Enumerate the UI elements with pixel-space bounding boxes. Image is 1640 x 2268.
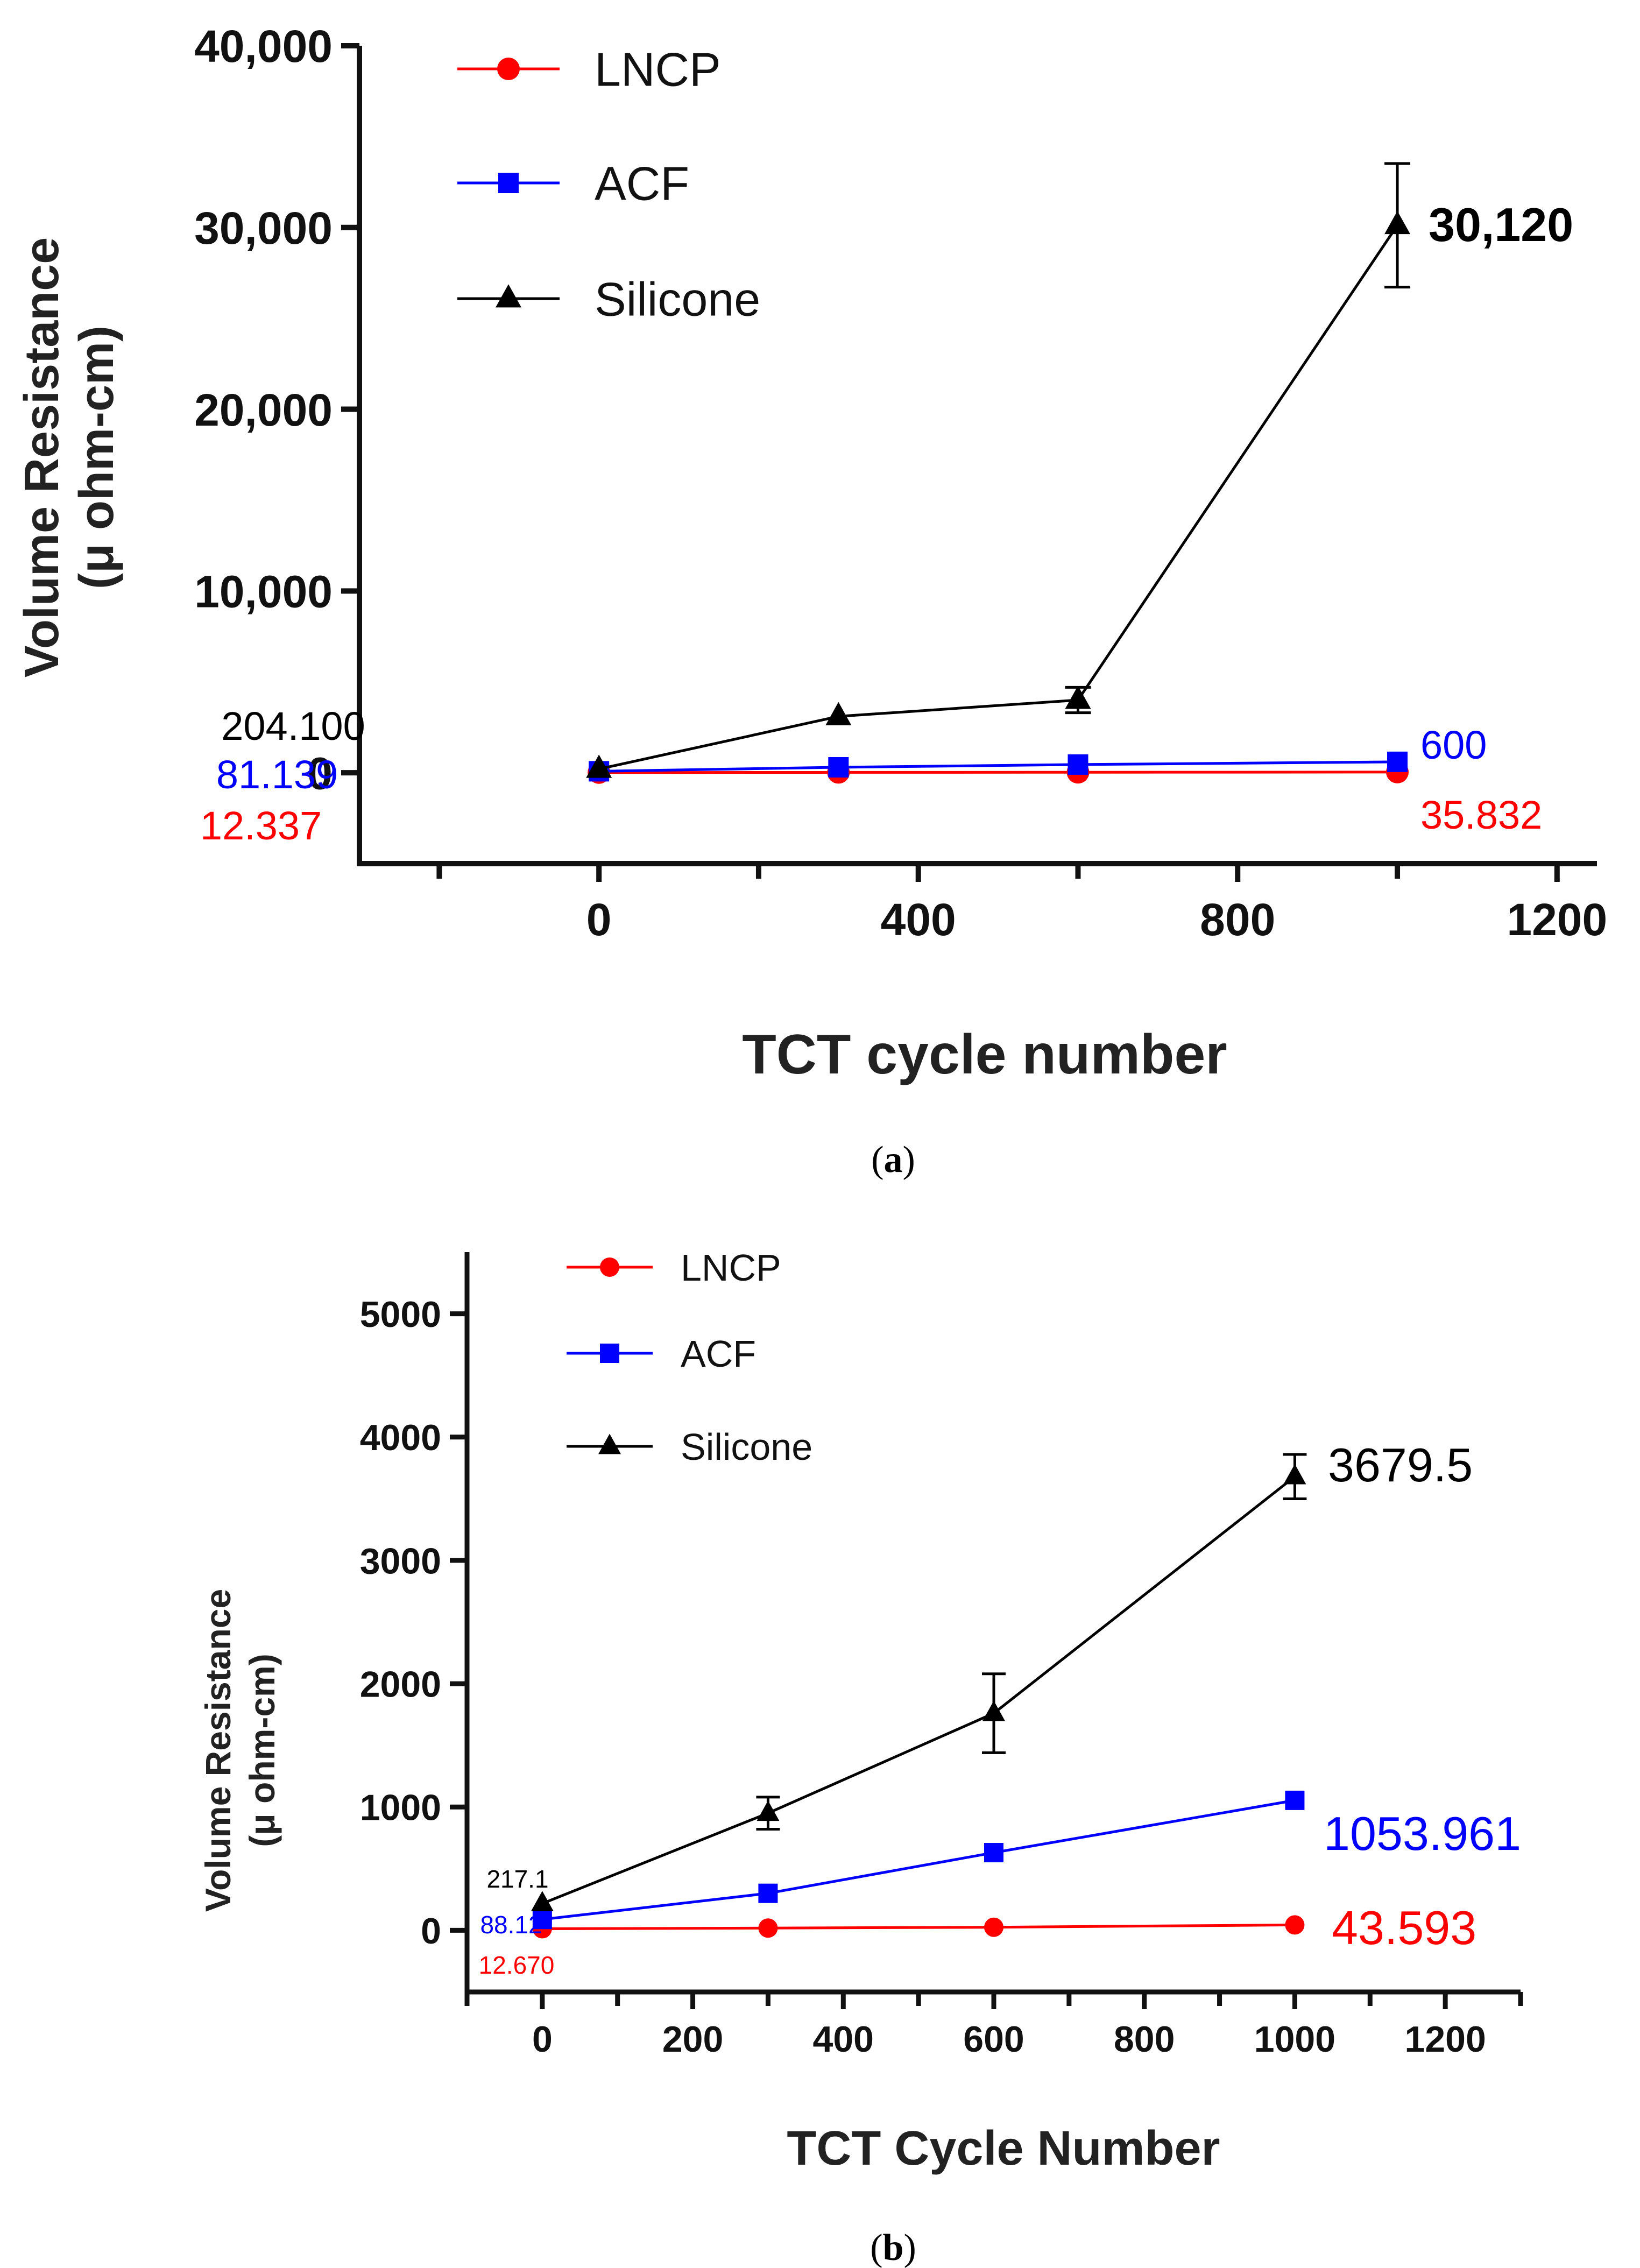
legend-b: LNCP ACF Silicone: [567, 1247, 812, 1468]
caption-b-open: (: [870, 2227, 882, 2268]
series-line-silicone-a: [598, 224, 1399, 771]
data-label-lncp-a: 35.832: [1420, 793, 1542, 837]
marker-silicone-b: [757, 1800, 780, 1821]
x-tick-label-b: 0: [532, 2019, 553, 2060]
y-tick-label-b: 3000: [360, 1541, 441, 1581]
chart-panel-b: 0 200 400 600 800 1000 1200 0 1000 2000 3000 4000 5…: [198, 1247, 1523, 2268]
y-axis-title-b-line1: Volume Resistance: [198, 1589, 238, 1912]
marker-acf-b: [532, 1910, 552, 1930]
x-axis-a: 0 400 800 1200: [357, 861, 1607, 945]
data-label-lncp-a: 12.337: [200, 803, 322, 848]
marker-acf-b: [758, 1883, 778, 1903]
x-axis-b: 0 200 400 600 800 1000 1200: [464, 1989, 1523, 2060]
y-axis-title-a-line1: Volume Resistance: [15, 237, 69, 678]
marker-silicone-b: [1283, 1464, 1306, 1485]
chart-panel-a: 0 400 800 1200 0 10,000 20,000 30,000 40,000 20…: [15, 21, 1607, 1181]
series-layer-a: [586, 162, 1411, 784]
y-tick-label-a: 0: [307, 748, 333, 799]
x-tick-label-b: 400: [813, 2019, 874, 2060]
y-tick-label-b: 0: [421, 1911, 441, 1952]
legend-marker-lncp-b: [600, 1257, 619, 1277]
x-axis-title-a: TCT cycle number: [742, 1023, 1227, 1086]
marker-silicone-a: [825, 702, 852, 725]
panel-caption-b: (b): [870, 2227, 916, 2268]
data-label-lncp-b: 12.670: [479, 1951, 555, 1979]
panel-caption-a: (a): [871, 1139, 915, 1181]
legend-marker-silicone-b: [598, 1433, 621, 1454]
data-label-silicone-a: 30,120: [1429, 198, 1573, 251]
data-label-silicone-b: 217.1: [486, 1865, 548, 1893]
marker-silicone-a: [1384, 210, 1411, 235]
legend-label-silicone-a: Silicone: [595, 273, 760, 326]
marker-silicone-b: [982, 1700, 1005, 1721]
marker-lncp-b: [758, 1918, 778, 1938]
data-label-silicone-b: 3679.5: [1328, 1438, 1473, 1492]
legend-marker-acf-a: [498, 173, 519, 193]
y-tick-label-b: 2000: [360, 1664, 441, 1705]
series-line-lncp-a: [599, 771, 1398, 774]
x-tick-label-b: 1200: [1405, 2019, 1486, 2060]
caption-b-close: ): [903, 2227, 916, 2268]
data-label-acf-a: 81.139: [216, 752, 338, 797]
data-label-lncp-b: 43.593: [1332, 1901, 1476, 1954]
marker-lncp-b: [984, 1917, 1003, 1937]
series-line-acf-b: [542, 1799, 1295, 1921]
caption-a-close: ): [903, 1139, 915, 1181]
y-tick-label-a: 40,000: [194, 21, 333, 72]
data-label-acf-a: 600: [1420, 723, 1487, 767]
legend-a: LNCP ACF Silicone: [457, 43, 760, 326]
x-tick-label-b: 1000: [1254, 2019, 1335, 2060]
caption-a-letter: a: [884, 1139, 903, 1181]
x-tick-label-b: 600: [963, 2019, 1024, 2060]
legend-marker-acf-b: [600, 1344, 619, 1363]
x-tick-label-b: 800: [1114, 2019, 1175, 2060]
legend-label-lncp-a: LNCP: [595, 43, 721, 96]
x-tick-label-a: 1200: [1507, 894, 1607, 945]
marker-acf-a: [1387, 751, 1408, 772]
marker-acf-b: [1285, 1790, 1305, 1810]
marker-silicone-a: [586, 754, 612, 778]
y-tick-label-a: 10,000: [194, 567, 333, 617]
marker-lncp-b: [1285, 1915, 1305, 1935]
marker-silicone-a: [1065, 686, 1091, 709]
annotations-b: 217.1 88.12 12.670 3679.5 1053.961 43.593: [479, 1438, 1521, 1979]
y-tick-label-b: 4000: [360, 1417, 441, 1458]
legend-label-silicone-b: Silicone: [681, 1426, 812, 1468]
legend-label-acf-a: ACF: [595, 157, 689, 210]
series-line-acf-a: [599, 760, 1398, 773]
legend-marker-silicone-a: [496, 284, 521, 308]
y-tick-label-a: 20,000: [194, 385, 333, 435]
data-label-acf-b: 1053.961: [1324, 1807, 1521, 1860]
x-tick-label-a: 800: [1200, 894, 1275, 945]
legend-label-lncp-b: LNCP: [681, 1247, 781, 1289]
caption-a-open: (: [871, 1139, 883, 1181]
y-axis-b: 0 1000 2000 3000 4000 5000: [360, 1252, 470, 1995]
legend-marker-lncp-a: [497, 58, 520, 80]
x-tick-label-a: 400: [881, 894, 956, 945]
y-axis-title-a-line2: (μ ohm-cm): [70, 326, 124, 589]
marker-acf-b: [984, 1843, 1003, 1863]
y-tick-label-a: 30,000: [194, 203, 333, 253]
marker-acf-a: [1068, 754, 1088, 775]
caption-b-letter: b: [883, 2227, 904, 2268]
y-axis-title-b-line2: (μ ohm-cm): [242, 1654, 282, 1847]
marker-silicone-b: [531, 1891, 554, 1912]
marker-acf-a: [828, 757, 849, 778]
x-axis-title-b: TCT Cycle Number: [787, 2122, 1220, 2175]
y-tick-label-b: 5000: [360, 1294, 441, 1335]
series-line-silicone-b: [541, 1475, 1296, 1905]
series-line-lncp-b: [542, 1923, 1295, 1931]
y-axis-a: 0 10,000 20,000 30,000 40,000: [194, 21, 362, 866]
y-tick-label-b: 1000: [360, 1787, 441, 1828]
legend-label-acf-b: ACF: [681, 1333, 756, 1375]
data-label-acf-b: 88.12: [480, 1911, 542, 1939]
x-tick-label-b: 200: [662, 2019, 723, 2060]
x-tick-label-a: 0: [586, 894, 612, 945]
series-layer-b: [531, 1453, 1307, 1939]
data-label-silicone-a: 204.100: [221, 704, 365, 748]
